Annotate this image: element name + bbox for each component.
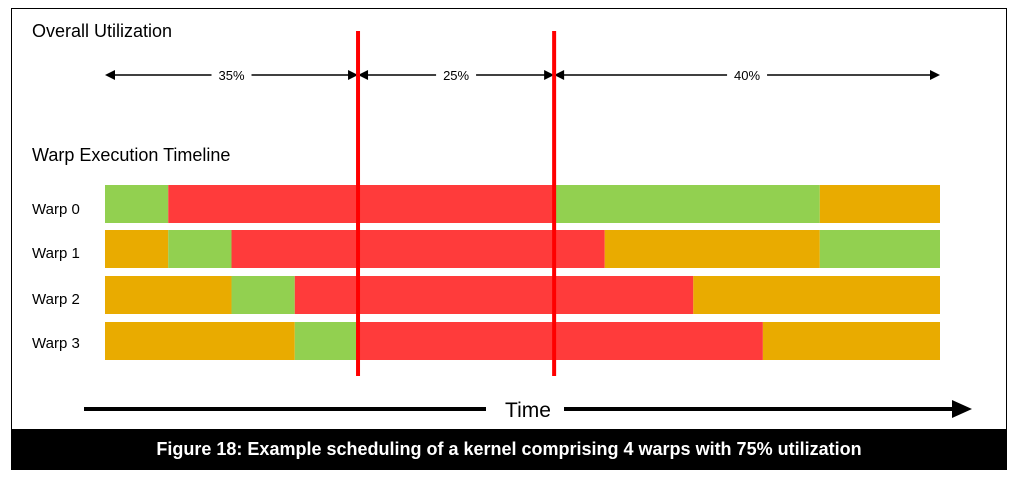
warp-0-segment-2-green — [554, 185, 820, 223]
warp-label-1: Warp 1 — [32, 245, 80, 262]
warp-2-segment-0-orange — [105, 276, 232, 314]
utilization-arrowhead-right-1 — [544, 70, 555, 80]
warp-2-segment-3-orange — [693, 276, 940, 314]
warp-label-2: Warp 2 — [32, 291, 80, 308]
warp-1-segment-2-red — [231, 230, 605, 268]
warp-1-segment-1-green — [168, 230, 232, 268]
warp-label-0: Warp 0 — [32, 201, 80, 218]
warp-0-segment-0-green — [105, 185, 169, 223]
warp-0-segment-1-red — [168, 185, 555, 223]
utilization-arrowhead-left-0 — [105, 70, 115, 80]
warp-2-segment-2-red — [294, 276, 694, 314]
warp-2-segment-1-green — [231, 276, 295, 314]
warp-3-segment-0-orange — [105, 322, 295, 360]
utilization-arrowhead-left-2 — [554, 70, 565, 80]
utilization-label-1: 25% — [443, 68, 469, 83]
time-axis-arrowhead — [952, 400, 972, 418]
warp-0-segment-3-orange — [819, 185, 940, 223]
utilization-label-2: 40% — [734, 68, 760, 83]
overall-utilization-title: Overall Utilization — [32, 21, 173, 41]
figure: Overall Utilization Warp Execution Timel… — [11, 8, 1007, 470]
warp-1-segment-4-green — [819, 230, 940, 268]
warp-3-segment-1-green — [294, 322, 359, 360]
time-axis-label: Time — [505, 399, 551, 422]
utilization-arrowhead-right-0 — [348, 70, 359, 80]
warp-3-segment-2-red — [358, 322, 763, 360]
warp-label-3: Warp 3 — [32, 335, 80, 352]
figure-caption: Figure 18: Example scheduling of a kerne… — [12, 429, 1006, 469]
warp-1-segment-0-orange — [105, 230, 169, 268]
utilization-arrowhead-right-2 — [930, 70, 940, 80]
utilization-label-0: 35% — [218, 68, 244, 83]
warp-1-segment-3-orange — [604, 230, 820, 268]
utilization-arrowhead-left-1 — [358, 70, 369, 80]
warp-timeline-title: Warp Execution Timeline — [32, 145, 231, 165]
timeline-diagram: 35% 25% 40% Time — [84, 31, 972, 422]
warp-3-segment-3-orange — [762, 322, 940, 360]
